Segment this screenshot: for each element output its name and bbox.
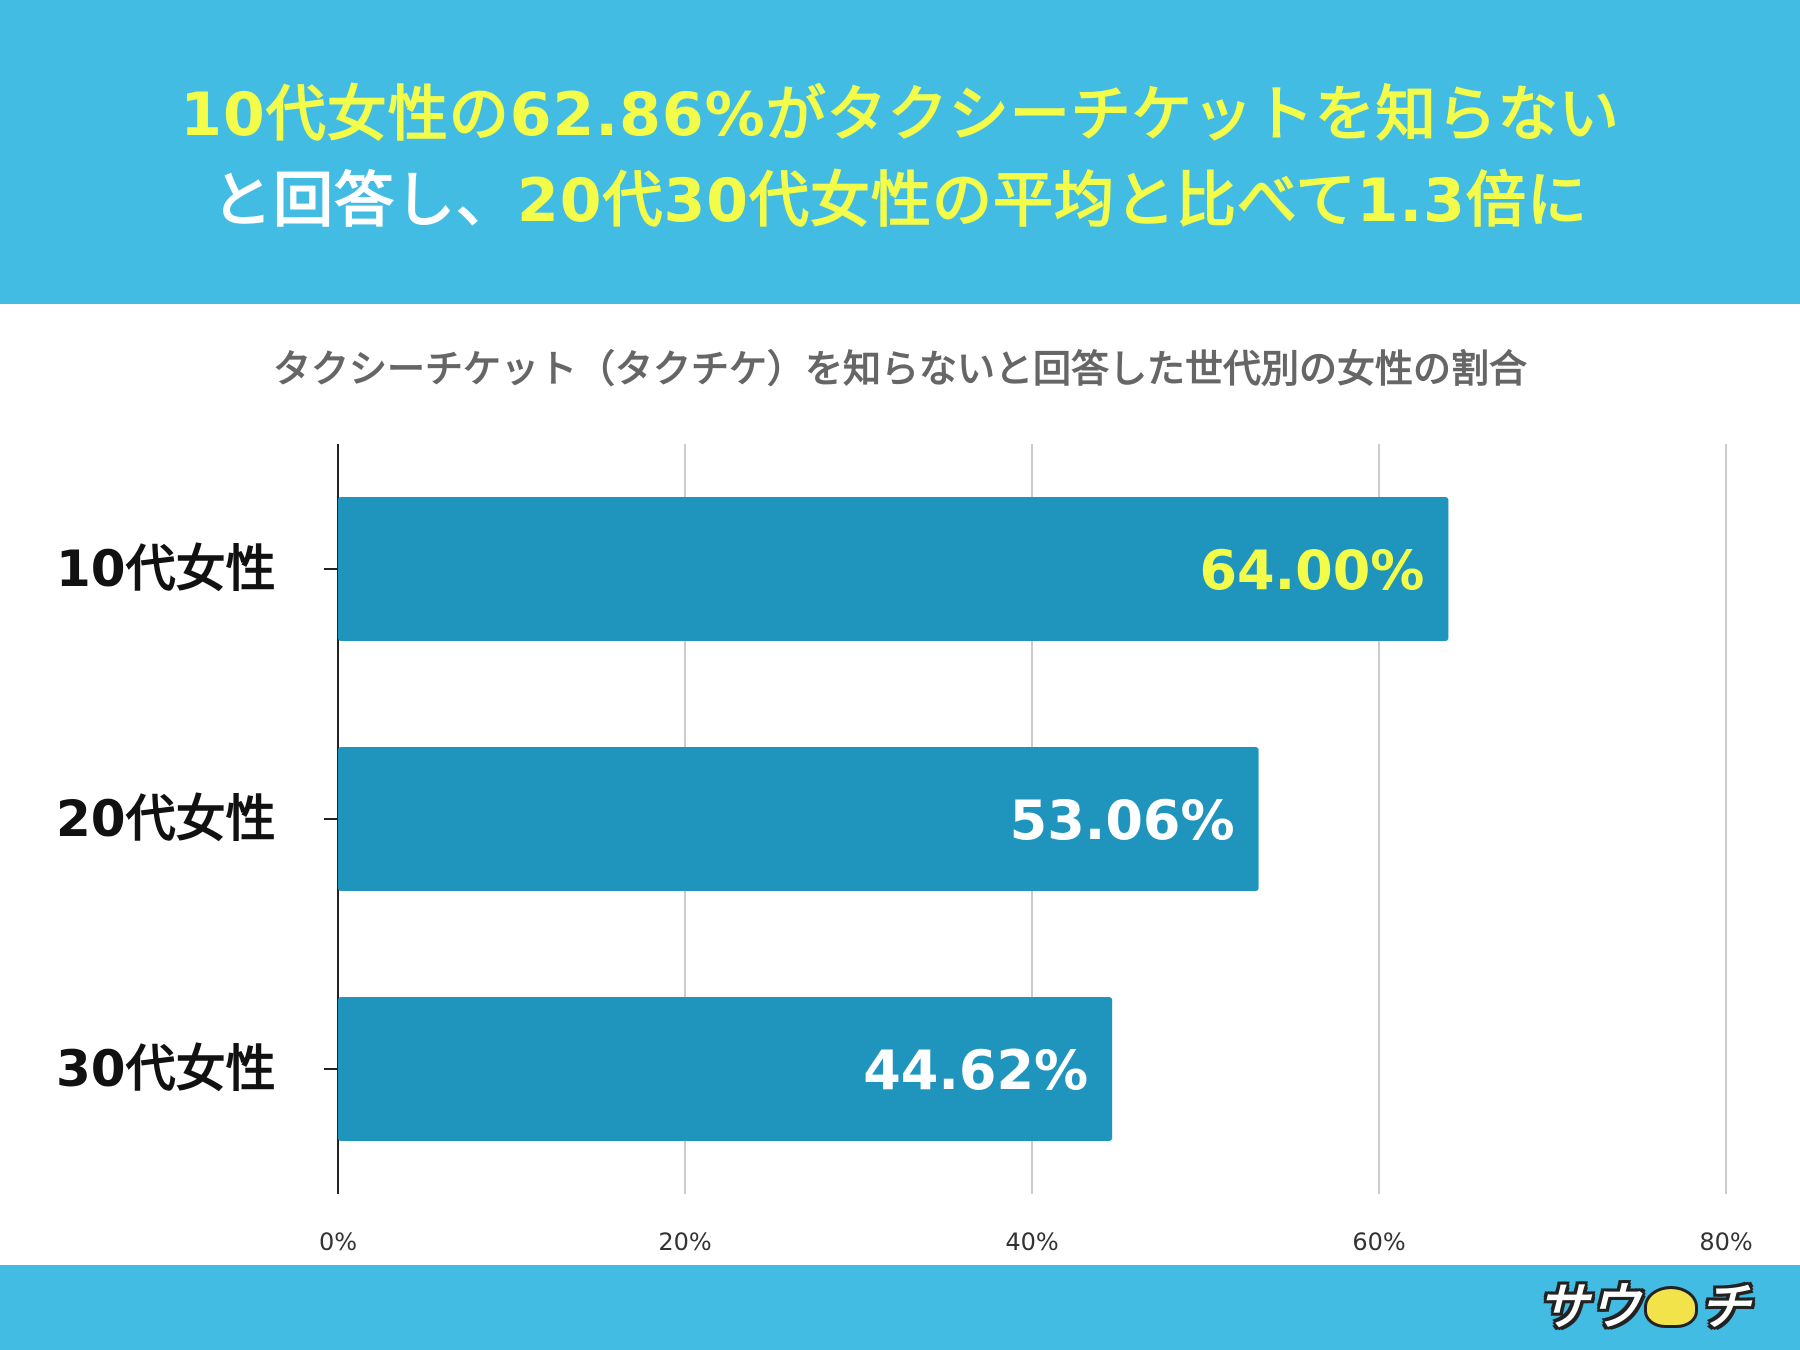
logo-text-left: サウ: [1538, 1278, 1642, 1336]
data-label: 44.62%: [863, 1039, 1088, 1102]
headline-line-2: と回答し、20代30代女性の平均と比べて1.3倍に: [0, 158, 1800, 244]
brand-logo: サウチ: [1538, 1271, 1752, 1343]
bar: [338, 747, 1259, 891]
data-label: 64.00%: [1199, 539, 1424, 602]
x-tick-label: 0%: [319, 1228, 357, 1256]
x-tick-label: 20%: [658, 1228, 711, 1256]
category-label: 10代女性: [56, 540, 276, 598]
x-tick-label: 60%: [1352, 1228, 1405, 1256]
chart-title: タクシーチケット（タクチケ）を知らないと回答した世代別の女性の割合: [272, 347, 1527, 391]
header-banner: 10代女性の62.86%がタクシーチケットを知らない と回答し、20代30代女性…: [0, 0, 1800, 304]
headline-text-2a: と回答し、: [212, 166, 518, 236]
headline-line-1: 10代女性の62.86%がタクシーチケットを知らない: [0, 72, 1800, 158]
data-label: 53.06%: [1010, 789, 1235, 852]
footer-band: サウチ: [0, 1265, 1800, 1350]
x-tick-label: 80%: [1699, 1228, 1752, 1256]
x-tick-label: 40%: [1005, 1228, 1058, 1256]
category-label: 30代女性: [56, 1040, 276, 1098]
headline-text-2b: 20代30代女性の平均と比べて1.3倍に: [517, 166, 1588, 236]
bar: [338, 997, 1113, 1141]
headline-text-1: 10代女性の62.86%がタクシーチケットを知らない: [180, 80, 1620, 150]
category-label: 20代女性: [56, 790, 276, 848]
bar: [338, 497, 1449, 641]
logo-text-right: チ: [1700, 1278, 1752, 1336]
bar-chart: 0% 20% 40% 60% 80% 10代女性 64.00% 20代女性 53.06% 30代女…: [56, 444, 1753, 1256]
sauna-hat-icon: [1644, 1285, 1698, 1328]
